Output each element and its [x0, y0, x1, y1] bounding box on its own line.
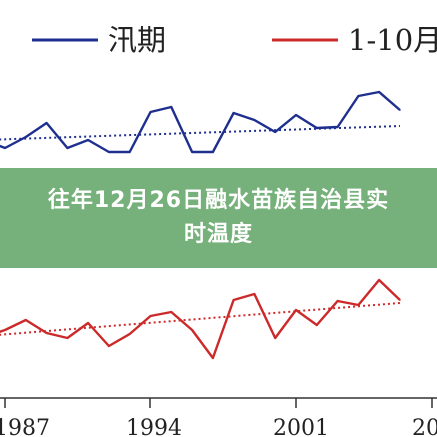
data-point — [212, 357, 214, 359]
data-point — [253, 119, 256, 121]
data-point — [149, 111, 152, 113]
data-point — [253, 293, 256, 295]
data-point — [170, 106, 173, 108]
data-point — [357, 304, 360, 306]
title-banner: 往年12月26日融水苗族自治县实时温度 — [0, 168, 437, 268]
data-point — [378, 279, 380, 281]
data-point — [87, 139, 89, 141]
data-point — [212, 151, 214, 153]
data-point — [232, 299, 235, 301]
x-axis: 1987 1994 2001 2008 — [0, 397, 437, 437]
x-tick-label: 1994 — [126, 416, 182, 437]
x-tick-label: 2001 — [273, 416, 329, 437]
data-point — [295, 309, 297, 311]
data-point — [45, 332, 48, 334]
x-tick-label: 1987 — [0, 416, 50, 437]
data-point — [108, 345, 110, 347]
data-point — [45, 122, 48, 124]
data-point — [274, 131, 277, 133]
data-point — [336, 126, 339, 128]
data-point — [4, 147, 6, 149]
data-point — [149, 315, 152, 317]
plot-area — [0, 90, 401, 360]
data-point — [191, 329, 193, 331]
data-point — [4, 329, 6, 331]
page-title: 往年12月26日融水苗族自治县实时温度 — [47, 188, 390, 247]
data-point — [128, 151, 131, 153]
data-point — [316, 127, 318, 129]
data-point — [128, 333, 131, 335]
data-point — [316, 324, 318, 326]
legend-label-flood-season: 汛期 — [108, 23, 166, 57]
data-point — [191, 151, 193, 153]
data-point — [25, 136, 27, 138]
legend-label-jan-oct: 1-10月 — [348, 23, 437, 57]
data-point — [108, 151, 110, 153]
data-point — [232, 112, 235, 114]
data-point — [170, 311, 173, 313]
data-point — [336, 300, 339, 302]
data-point — [87, 322, 89, 324]
trend-line-1 — [0, 302, 401, 336]
data-point — [274, 337, 277, 339]
data-point — [378, 91, 380, 93]
data-point — [25, 319, 27, 321]
legend: 汛期 1-10月 — [32, 23, 437, 57]
data-point — [295, 114, 297, 116]
data-point — [357, 95, 360, 97]
data-point — [66, 147, 69, 149]
trend-line-0 — [0, 125, 400, 141]
series-line-0 — [0, 90, 401, 154]
x-tick-label: 2008 — [412, 416, 437, 437]
data-point — [399, 109, 401, 111]
data-point — [66, 337, 69, 339]
data-point — [399, 299, 401, 301]
